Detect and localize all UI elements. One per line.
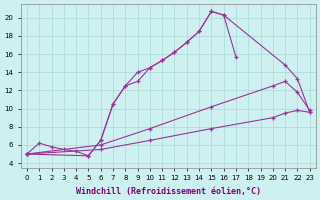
X-axis label: Windchill (Refroidissement éolien,°C): Windchill (Refroidissement éolien,°C) xyxy=(76,187,261,196)
